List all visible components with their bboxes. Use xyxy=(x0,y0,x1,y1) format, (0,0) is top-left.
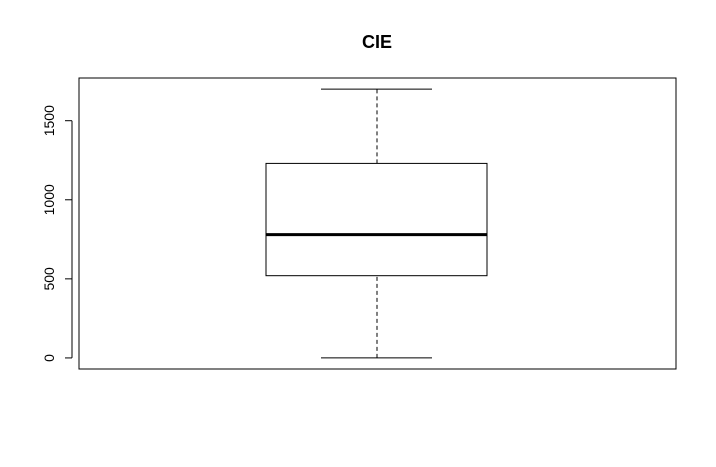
y-tick-label: 1500 xyxy=(41,105,57,136)
box-plot xyxy=(265,88,488,359)
iqr-box xyxy=(265,162,488,277)
y-tick-label: 0 xyxy=(41,354,57,362)
y-tick-label: 500 xyxy=(41,267,57,291)
chart-title: CIE xyxy=(362,32,392,52)
plot-frame xyxy=(78,77,677,370)
y-tick-label: 1000 xyxy=(41,184,57,215)
y-axis: 0 500 1000 1500 xyxy=(41,105,73,362)
